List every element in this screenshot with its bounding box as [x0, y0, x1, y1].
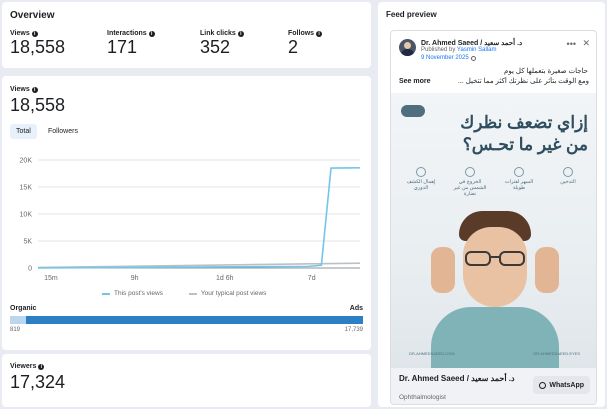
- metric-label: Interactions: [107, 30, 147, 37]
- legend-this-post: This post's views: [114, 290, 163, 297]
- organic-value: 819: [10, 327, 21, 333]
- ad-feature: الخروج في الشمس من غير نضارة: [450, 167, 490, 197]
- info-icon[interactable]: i: [31, 30, 38, 37]
- views-line-chart: 0 5K 10K 15K 20K 15m 9h 1d 6h 7d: [20, 158, 361, 282]
- tab-total[interactable]: Total: [10, 124, 37, 139]
- ads-value: 17,739: [344, 327, 363, 333]
- this-post-views-line: [37, 166, 361, 269]
- metric-value: 18,558: [10, 37, 66, 57]
- views-label: Views: [10, 86, 30, 93]
- info-icon[interactable]: i: [31, 86, 38, 93]
- viewers-value: 17,324: [10, 372, 66, 392]
- legend-typical: Your typical post views: [200, 290, 267, 297]
- x-tick-label: 7d: [308, 275, 316, 282]
- legend-swatch-typical: [188, 292, 197, 295]
- x-tick-label: 15m: [44, 275, 58, 282]
- post-date: 9 November 2025: [421, 55, 476, 61]
- ad-feature: التدخين: [548, 167, 588, 197]
- ad-image[interactable]: إزاي تضعف نظرك من غير ما تحـس؟ التدخين ا…: [391, 93, 596, 368]
- feature-icon: [514, 167, 524, 177]
- model-illustration: [391, 203, 596, 368]
- metric-follows: Follows i 2: [288, 30, 323, 58]
- feature-icon: [563, 167, 573, 177]
- metric-value: 171: [107, 37, 138, 57]
- metric-interactions: Interactions i 171: [107, 30, 155, 58]
- metric-label: Link clicks: [200, 30, 236, 37]
- overview-panel: Overview Views i 18,558 Interactions i 171…: [2, 2, 371, 68]
- footer-name: Dr. Ahmed Saeed / د. أحمد سعيد: [399, 374, 515, 383]
- ads-label: Ads: [349, 305, 363, 312]
- y-tick-labels: 0 5K 10K 15K 20K: [20, 158, 33, 273]
- published-by-prefix: Published by: [421, 47, 456, 53]
- more-options-icon[interactable]: •••: [566, 39, 576, 49]
- ads-bar-fill: [26, 316, 363, 324]
- close-icon[interactable]: ✕: [582, 38, 590, 48]
- ad-headline-1: إزاي تضعف نظرك: [460, 113, 588, 132]
- viewers-panel: Viewers i 17,324: [2, 354, 371, 407]
- info-icon[interactable]: i: [237, 30, 244, 37]
- metric-label: Follows: [288, 30, 315, 37]
- cta-footer: Dr. Ahmed Saeed / د. أحمد سعيد Ophthalmo…: [391, 368, 596, 404]
- info-icon[interactable]: i: [316, 30, 323, 37]
- post-caption-line-1: حاجات صغيرة بتعملها كل يوم: [504, 68, 588, 75]
- post-card: Dr. Ahmed Saeed / د. أحمد سعيد Published…: [390, 30, 597, 405]
- feed-preview-panel: Feed preview Dr. Ahmed Saeed / د. أحمد س…: [378, 2, 605, 407]
- info-icon[interactable]: i: [148, 30, 155, 37]
- viewers-label-row: Viewers i: [10, 363, 45, 370]
- post-author[interactable]: Dr. Ahmed Saeed / د. أحمد سعيد: [421, 40, 523, 47]
- y-tick-label: 15K: [20, 185, 33, 192]
- info-icon[interactable]: i: [38, 363, 45, 370]
- see-more-link[interactable]: See more: [399, 77, 431, 85]
- ad-feature: السهر لفترات طويلة: [499, 167, 539, 197]
- overview-title: Overview: [10, 10, 55, 21]
- post-caption-line-2-row: See more ومع الوقت بتأثر على نظرتك أكثر …: [399, 77, 589, 86]
- x-tick-label: 9h: [131, 275, 139, 282]
- viewers-label: Viewers: [10, 363, 37, 370]
- metric-value: 2: [288, 37, 299, 57]
- globe-icon: [470, 55, 476, 61]
- whatsapp-button[interactable]: WhatsApp: [533, 376, 590, 394]
- logo-badge: [401, 105, 425, 117]
- x-tick-labels: 15m 9h 1d 6h 7d: [44, 275, 316, 282]
- feed-preview-title: Feed preview: [386, 10, 437, 19]
- publisher-name[interactable]: Yasmin Sallam: [456, 47, 497, 53]
- organic-label: Organic: [10, 305, 37, 312]
- feature-icon: [465, 167, 475, 177]
- whatsapp-icon: [539, 381, 547, 389]
- feature-icon: [416, 167, 426, 177]
- y-tick-label: 0: [28, 266, 32, 273]
- ad-features-row: التدخين السهر لفترات طويلة الخروج في الش…: [401, 167, 588, 197]
- metric-value: 352: [200, 37, 231, 57]
- ad-footer-right: DR.AHMEDSAEED.EYES: [533, 351, 580, 356]
- chart-legend: This post's views Your typical post view…: [102, 290, 266, 297]
- avatar[interactable]: [399, 39, 416, 56]
- footer-role: Ophthalmologist: [399, 394, 446, 401]
- post-caption-line-2: ومع الوقت بتأثر على نظرتك أكثر مما تتخيل…: [457, 78, 589, 85]
- y-tick-label: 10K: [20, 212, 33, 219]
- ad-footer-left: DR-AHMEDSAEED.COM: [409, 351, 455, 356]
- glasses-icon: [463, 251, 527, 267]
- x-tick-label: 1d 6h: [216, 275, 234, 282]
- whatsapp-label: WhatsApp: [549, 381, 584, 389]
- legend-swatch-this-post: [102, 292, 110, 295]
- views-label-row: Views i: [10, 86, 38, 93]
- metric-label: Views: [10, 30, 30, 37]
- typical-post-views-line: [37, 262, 361, 269]
- chart-series: [37, 166, 361, 269]
- chart-grid: [38, 159, 360, 269]
- metric-views: Views i 18,558: [10, 30, 65, 58]
- tab-followers[interactable]: Followers: [48, 128, 78, 135]
- y-tick-label: 5K: [23, 239, 32, 246]
- y-tick-label: 20K: [20, 158, 33, 165]
- metric-link-clicks: Link clicks i 352: [200, 30, 244, 58]
- published-by-row: Published by Yasmin Sallam: [421, 47, 497, 53]
- views-value: 18,558: [10, 95, 66, 115]
- post-date-text[interactable]: 9 November 2025: [421, 55, 469, 61]
- views-panel: Views i 18,558 Total Followers 0 5K 10K 15K 2…: [2, 76, 371, 350]
- ad-headline-2: من غير ما تحـس؟: [462, 135, 588, 154]
- ad-feature: إهمال الكشف الدوري: [401, 167, 441, 197]
